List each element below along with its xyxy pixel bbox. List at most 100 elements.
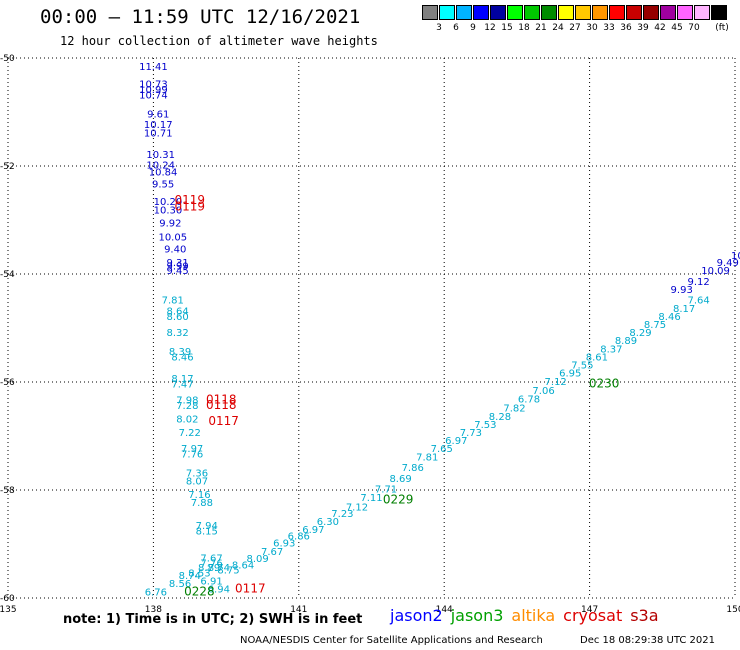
swh-label: 10.05 bbox=[158, 233, 187, 244]
swh-label: 9.99 bbox=[167, 262, 189, 273]
pass-time-label: 0118 bbox=[206, 398, 237, 412]
swh-label: 8.61 bbox=[586, 352, 608, 363]
latitude-tick-label: -60 bbox=[0, 594, 15, 604]
swh-label: 7.23 bbox=[331, 509, 353, 520]
color-swatch-label: 33 bbox=[603, 23, 615, 33]
swh-label: 8.53 bbox=[188, 568, 210, 579]
swh-label: 8.64 bbox=[167, 307, 189, 318]
swh-label: 8.17 bbox=[171, 374, 193, 385]
swh-label: 8.37 bbox=[600, 344, 622, 355]
swh-label: 6.30 bbox=[317, 517, 339, 528]
swh-label: 10.73 bbox=[139, 80, 168, 91]
swh-label: 8.56 bbox=[169, 579, 191, 590]
color-swatch-label: 39 bbox=[637, 23, 649, 33]
pass-time-label: 0118 bbox=[206, 393, 237, 407]
swh-label: 8.29 bbox=[629, 328, 651, 339]
color-swatch-label: 70 bbox=[688, 23, 700, 33]
swh-label: 7.82 bbox=[503, 404, 525, 415]
swh-label: 7.94 bbox=[196, 521, 218, 532]
swh-label: 7.98 bbox=[176, 396, 198, 407]
map-subtitle: 12 hour collection of altimeter wave hei… bbox=[60, 34, 378, 48]
swh-label: 7.76 bbox=[200, 559, 222, 570]
legend-item-s3a: s3a bbox=[630, 606, 659, 625]
swh-label: 8.09 bbox=[246, 554, 268, 565]
swh-label: 8.39 bbox=[169, 347, 191, 358]
swh-label: 8.32 bbox=[167, 328, 189, 339]
swh-label: 7.11 bbox=[360, 493, 382, 504]
color-swatch bbox=[677, 5, 693, 20]
color-swatch-label: 9 bbox=[470, 23, 476, 33]
color-swatch bbox=[660, 5, 676, 20]
color-swatch bbox=[575, 5, 591, 20]
swh-label: 9.40 bbox=[164, 244, 186, 255]
latitude-tick-label: -56 bbox=[0, 378, 15, 388]
color-swatch bbox=[694, 5, 710, 20]
swh-label: 6.95 bbox=[559, 369, 581, 380]
legend-item-jason3: jason3 bbox=[450, 606, 504, 625]
longitude-tick-label: 144 bbox=[436, 605, 453, 615]
map-title: 00:00 – 11:59 UTC 12/16/2021 bbox=[40, 6, 361, 28]
swh-label: 7.47 bbox=[171, 379, 193, 390]
swh-label: 7.86 bbox=[402, 463, 424, 474]
swh-label: 10.24 bbox=[146, 161, 175, 172]
color-swatch-label: 36 bbox=[620, 23, 632, 33]
swh-label: 8.74 bbox=[208, 563, 230, 574]
longitude-tick-label: 135 bbox=[0, 605, 17, 615]
swh-label: 6.78 bbox=[518, 395, 540, 406]
pass-time-label: 0119 bbox=[174, 193, 205, 207]
color-swatch-label: 30 bbox=[586, 23, 598, 33]
color-swatch bbox=[609, 5, 625, 20]
swh-label: 8.46 bbox=[658, 312, 680, 323]
color-swatch bbox=[507, 5, 523, 20]
pass-time-label: 0228 bbox=[184, 584, 215, 598]
swh-label: 10.30 bbox=[154, 206, 183, 217]
swh-label: 10.71 bbox=[144, 128, 173, 139]
swh-label: 10.17 bbox=[144, 120, 173, 131]
swh-label: 7.67 bbox=[200, 553, 222, 564]
color-swatch-label: 15 bbox=[501, 23, 513, 33]
latitude-tick-label: -54 bbox=[0, 270, 15, 280]
generation-timestamp: Dec 18 08:29:38 UTC 2021 bbox=[580, 635, 715, 646]
color-swatch-label: 18 bbox=[518, 23, 530, 33]
units-note: note: 1) Time is in UTC; 2) SWH is in fe… bbox=[63, 612, 363, 627]
color-swatch bbox=[541, 5, 557, 20]
swh-label: 8.69 bbox=[389, 474, 411, 485]
legend-item-cryosat: cryosat bbox=[563, 606, 623, 625]
swh-label: 7.06 bbox=[532, 386, 554, 397]
swh-label: 7.81 bbox=[162, 296, 184, 307]
swh-label: 7.36 bbox=[186, 469, 208, 480]
satellite-legend: jason2 jason3 altika cryosat s3a bbox=[390, 606, 667, 625]
latitude-tick-label: -58 bbox=[0, 486, 15, 496]
color-swatch bbox=[490, 5, 506, 20]
swh-label: 10.31 bbox=[146, 150, 175, 161]
swh-label: 10.84 bbox=[149, 168, 178, 179]
color-swatch bbox=[592, 5, 608, 20]
longitude-tick-label: 138 bbox=[145, 605, 162, 615]
swh-label: 8.75 bbox=[644, 320, 666, 331]
swh-label: 7.12 bbox=[346, 503, 368, 514]
swh-label: 8.89 bbox=[615, 336, 637, 347]
color-swatch bbox=[439, 5, 455, 20]
swh-label: 9.55 bbox=[152, 180, 174, 191]
swh-label: 6.91 bbox=[200, 577, 222, 588]
swh-label: 9.12 bbox=[688, 277, 710, 288]
swh-label: 7.55 bbox=[571, 361, 593, 372]
pass-time-label: 0117 bbox=[208, 414, 239, 428]
color-swatch bbox=[524, 5, 540, 20]
swh-label: 9.31 bbox=[167, 258, 189, 269]
swh-label: 10.74 bbox=[139, 91, 168, 102]
longitude-tick-label: 141 bbox=[290, 605, 307, 615]
longitude-tick-label: 147 bbox=[581, 605, 598, 615]
color-swatch-label: 6 bbox=[453, 23, 459, 33]
swh-label: 11.41 bbox=[139, 62, 168, 73]
swh-label: 7.73 bbox=[460, 428, 482, 439]
swh-label: 8.75 bbox=[217, 566, 239, 577]
swh-label: 8.17 bbox=[673, 304, 695, 315]
swh-label: 8.15 bbox=[196, 526, 218, 537]
swh-label: 10.09 bbox=[701, 266, 730, 277]
legend-item-jason2: jason2 bbox=[390, 606, 443, 625]
pass-time-label: 0117 bbox=[235, 582, 266, 596]
color-swatch-label: 12 bbox=[484, 23, 496, 33]
swh-label: 10.20 bbox=[154, 197, 183, 208]
